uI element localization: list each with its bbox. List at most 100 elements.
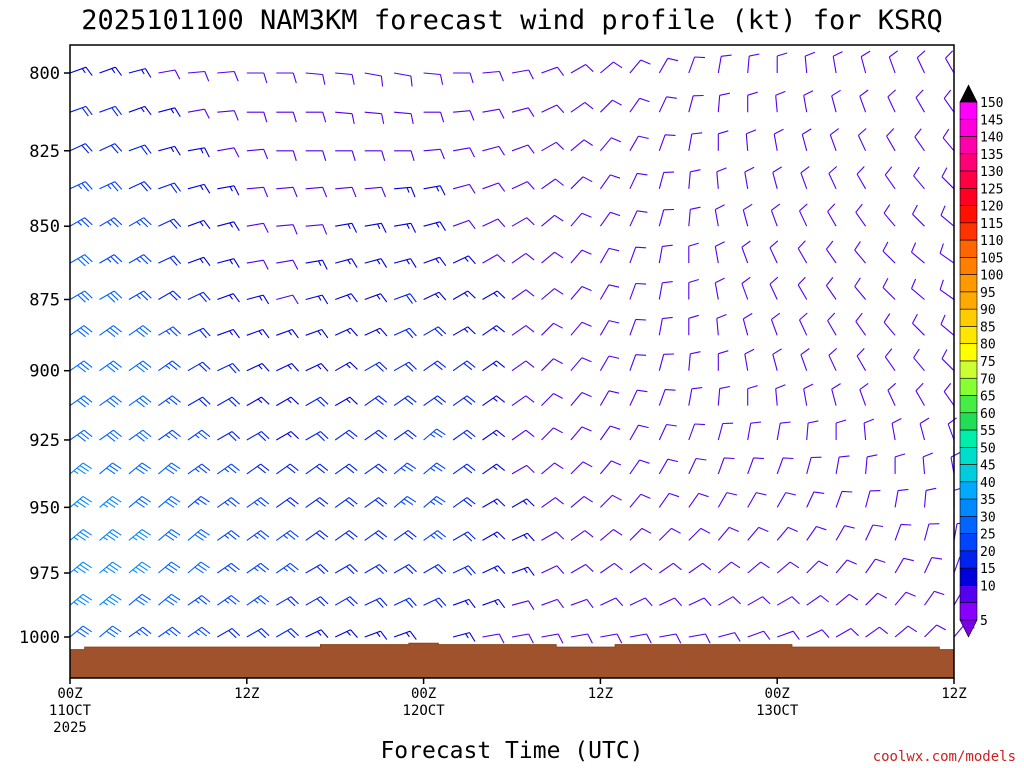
wind-barb: [688, 597, 712, 607]
wind-barb: [334, 596, 358, 607]
wind-barb: [806, 595, 830, 606]
wind-barb: [128, 593, 152, 606]
wind-barb: [452, 183, 476, 194]
wind-barb: [776, 526, 798, 541]
colorbar-cell: [959, 205, 978, 224]
wind-barb: [452, 497, 476, 508]
wind-barb: [865, 558, 886, 574]
wind-barb: [364, 293, 388, 303]
x-tick-label: 00Z: [57, 686, 82, 702]
wind-barb: [334, 497, 358, 508]
wind-barb: [747, 457, 764, 475]
colorbar-cell: [959, 239, 978, 258]
wind-barb: [69, 529, 93, 541]
wind-barb: [688, 278, 699, 300]
wind-barb: [910, 242, 925, 264]
wind-barb: [364, 258, 388, 268]
wind-barb: [217, 328, 240, 339]
wind-barb: [246, 259, 269, 270]
wind-barb: [629, 172, 648, 190]
wind-barb: [742, 312, 753, 336]
wind-barb: [482, 290, 506, 300]
wind-barb: [923, 487, 937, 508]
wind-barb: [913, 348, 925, 372]
wind-barb: [217, 147, 240, 158]
wind-barb: [629, 282, 647, 300]
colorbar-label: 140: [980, 131, 1003, 146]
wind-barb: [364, 497, 388, 508]
wind-barb: [276, 363, 300, 372]
wind-barb: [599, 247, 620, 264]
wind-barb: [511, 498, 535, 508]
plot-area: [69, 44, 975, 679]
colorbar-label: 95: [980, 286, 996, 301]
wind-barb: [714, 204, 725, 227]
wind-barb: [246, 111, 268, 123]
wind-barb: [688, 492, 709, 508]
wind-barb: [924, 624, 947, 638]
colorbar-cell: [959, 516, 978, 534]
wind-barb: [158, 69, 181, 80]
colorbar-label: 45: [980, 459, 996, 474]
wind-barb: [688, 527, 711, 541]
wind-barb: [541, 598, 565, 609]
wind-barb: [629, 527, 652, 541]
wind-barb: [835, 628, 859, 638]
wind-barb: [714, 241, 725, 264]
colorbar-cell: [959, 585, 978, 604]
wind-barb: [128, 217, 152, 228]
wind-barb: [886, 128, 896, 152]
wind-barb: [570, 598, 594, 609]
wind-barb: [806, 456, 822, 475]
wind-barb: [187, 147, 210, 158]
wind-barb: [629, 597, 653, 607]
colorbar-label: 80: [980, 338, 996, 353]
wind-barb: [334, 530, 358, 541]
wind-barb: [99, 462, 122, 475]
wind-barb: [658, 316, 673, 336]
wind-barb: [923, 523, 940, 541]
wind-barb: [688, 457, 707, 475]
wind-barb: [99, 529, 122, 541]
wind-barb: [939, 243, 955, 264]
wind-barb: [334, 463, 358, 475]
wind-barb: [69, 495, 93, 508]
wind-barb: [158, 593, 181, 606]
color-legend: 1501451401351301251201151101051009590858…: [959, 84, 1003, 638]
wind-barb: [482, 70, 504, 82]
wind-barb: [99, 495, 122, 508]
wind-barb: [246, 328, 270, 339]
wind-barb: [69, 254, 93, 267]
wind-barb: [884, 166, 896, 190]
wind-barb: [393, 564, 417, 575]
wind-barb: [394, 150, 415, 161]
wind-barb: [482, 633, 505, 644]
wind-barb: [688, 314, 699, 336]
wind-barb: [276, 224, 298, 235]
wind-barb: [128, 626, 152, 638]
credit-text: coolwx.com/models: [873, 749, 1016, 765]
wind-barb: [482, 531, 506, 541]
wind-barb: [773, 128, 784, 151]
wind-barb: [69, 181, 93, 192]
wind-barb: [600, 562, 623, 574]
wind-barb: [217, 628, 241, 639]
wind-barb: [658, 492, 680, 508]
wind-barb: [744, 166, 755, 189]
wind-barb: [629, 424, 649, 441]
wind-barb: [276, 396, 299, 407]
wind-barb: [99, 593, 122, 606]
wind-barb: [69, 593, 93, 606]
wind-barb: [806, 525, 827, 541]
wind-barb: [629, 97, 650, 113]
y-tick-label: 825: [29, 142, 60, 162]
wind-barb: [629, 135, 649, 152]
wind-barb: [453, 147, 475, 158]
y-tick-label: 1000: [19, 628, 60, 648]
wind-barb: [364, 395, 388, 407]
wind-barb: [69, 325, 93, 338]
chart-title: 2025101100 NAM3KM forecast wind profile …: [81, 5, 943, 36]
wind-barb: [393, 258, 417, 268]
